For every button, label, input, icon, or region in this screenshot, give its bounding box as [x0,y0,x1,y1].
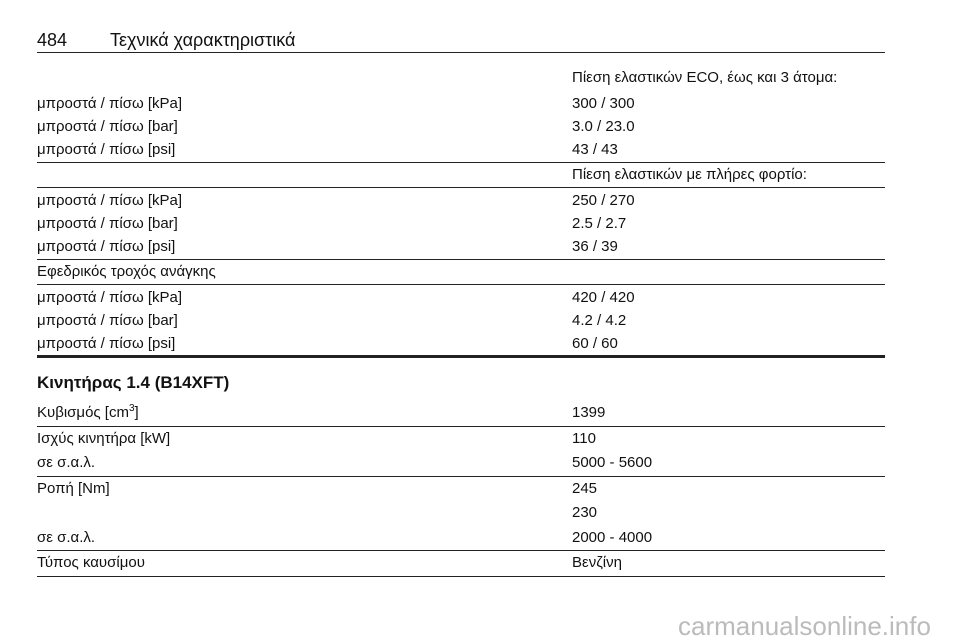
row-label: μπροστά / πίσω [kPa] [37,192,183,209]
rule [37,355,885,358]
section-heading: Εφεδρικός τροχός ανάγκης [37,263,216,280]
page-title: Τεχνικά χαρακτηριστικά [110,30,296,50]
label-part: ] [134,404,139,421]
rule [37,187,885,188]
row-value: 110 [572,429,596,447]
row-value: 4.2 / 4.2 [572,312,627,329]
row-value: Βενζίνη [572,554,622,571]
row-label: Ισχύς κινητήρα [kW] [37,429,171,447]
row-label: μπροστά / πίσω [kPa] [37,95,183,112]
rule [37,550,885,551]
engine-title: Κινητήρας 1.4 (B14XFT) [37,373,230,392]
section-heading: Πίεση ελαστικών ECO, έως και 3 άτομα: [572,69,838,86]
rule [37,162,885,163]
row-value: 245 [572,479,598,497]
page-number: 484 [37,30,68,50]
row-label: Κυβισμός [cm3] [37,404,139,422]
row-label: μπροστά / πίσω [psi] [37,238,176,255]
row-value: 1399 [572,404,606,421]
row-label: μπροστά / πίσω [bar] [37,312,178,329]
label-part: Κυβισμός [cm [37,404,129,421]
row-value: 43 / 43 [572,141,618,158]
rule [37,475,885,477]
row-label: Ροπή [Nm] [37,479,110,497]
row-value: 250 / 270 [572,192,635,209]
row-value: 60 / 60 [572,335,618,352]
row-value: 2000 - 4000 [572,528,653,546]
row-value: 230 [572,504,598,521]
row-value: 2.5 / 2.7 [572,215,627,232]
row-label: μπροστά / πίσω [kPa] [37,289,183,306]
rule [37,259,885,260]
rule [37,284,885,285]
row-value: 3.0 / 23.0 [572,118,635,135]
rule [37,425,885,427]
row-value: 36 / 39 [572,238,618,255]
row-value: 300 / 300 [572,95,635,112]
row-label: μπροστά / πίσω [psi] [37,335,176,352]
row-label: σε σ.α.λ. [37,454,96,471]
row-value: 5000 - 5600 [572,454,653,471]
row-label: μπροστά / πίσω [bar] [37,215,178,232]
rule [37,575,885,577]
header-rule [37,52,885,53]
section-heading: Πίεση ελαστικών με πλήρες φορτίο: [572,166,807,183]
superscript: 3 [128,403,135,414]
row-value: 420 / 420 [572,289,635,306]
row-label: σε σ.α.λ. [37,528,96,546]
row-label: Τύπος καυσίμου [37,554,145,571]
row-label: μπροστά / πίσω [psi] [37,141,176,158]
row-label: μπροστά / πίσω [bar] [37,118,178,135]
watermark: carmanualsonline.info [678,611,931,641]
